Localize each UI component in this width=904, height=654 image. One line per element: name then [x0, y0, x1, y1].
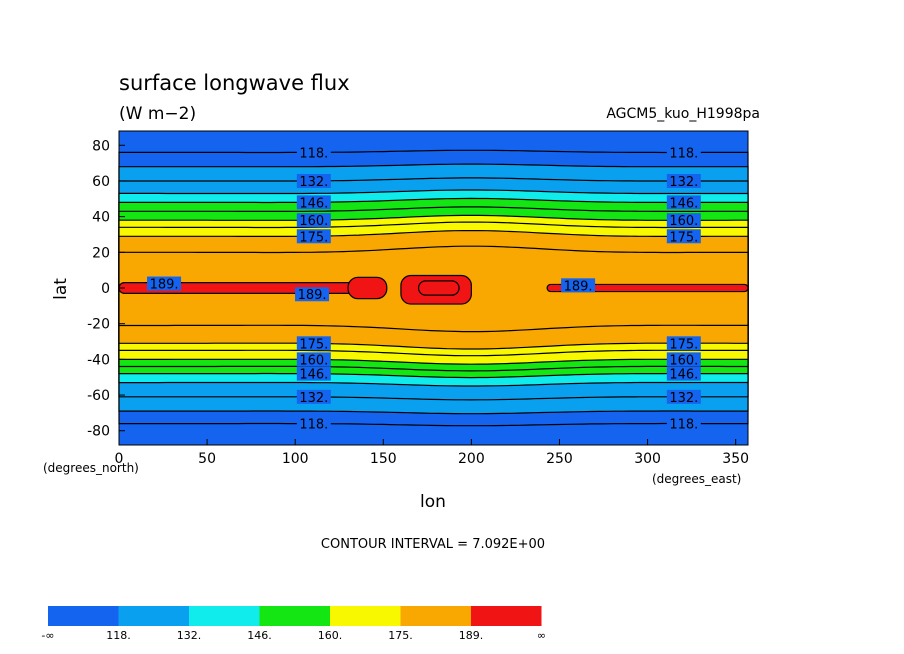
contour-label: 160. — [299, 353, 328, 368]
x-axis: 0 50 100 150 200 250 300 350 — [115, 439, 749, 467]
colorbar-swatch — [400, 606, 471, 626]
contour-label-bg — [561, 278, 596, 293]
contour-label-bg — [296, 336, 331, 351]
x-tick-label: 250 — [546, 451, 573, 467]
contour-label-bg — [296, 416, 331, 431]
contour-label-bg — [296, 366, 331, 381]
contour-label: 118. — [669, 146, 698, 161]
contour-label: 160. — [669, 353, 698, 368]
colorbar-swatch — [471, 606, 542, 626]
contour-label: 132. — [669, 391, 698, 406]
contour-label: 189. — [150, 278, 179, 293]
contour-label-bg — [296, 145, 331, 160]
contour-label-bg — [296, 213, 331, 228]
contour-label: 175. — [669, 230, 698, 245]
x-tick-label: 0 — [115, 451, 124, 467]
contour-label: 132. — [299, 175, 328, 190]
contour-label-bg — [296, 389, 331, 404]
y-tick-label: 40 — [92, 210, 110, 226]
contour-label: 160. — [669, 214, 698, 229]
contour-label-bg — [666, 195, 701, 210]
contour-label: 175. — [299, 337, 328, 352]
contour-interval-text: CONTOUR INTERVAL = 7.092E+00 — [321, 537, 545, 552]
contour-region-1 — [347, 276, 388, 300]
y-axis: -80 -60 -40 -20 0 20 40 60 80 — [87, 138, 125, 440]
contour-label: 132. — [299, 391, 328, 406]
x-tick-label: 350 — [722, 451, 749, 467]
x-unit-label: (degrees_east) — [652, 472, 741, 486]
contour-label-bg — [666, 389, 701, 404]
colorbar: -∞ 118. 132. 146. 160. 175. 189. ∞ — [41, 606, 546, 642]
y-tick-label: 20 — [92, 245, 110, 261]
x-tick-label: 150 — [370, 451, 397, 467]
y-tick-label: -60 — [87, 388, 110, 404]
plot-area: 118. 118.132. 132.146. 146.160. 160.175. 175.… — [118, 130, 749, 446]
x-axis-label: lon — [420, 492, 446, 512]
y-tick-label: 60 — [92, 174, 110, 190]
contour-label-bg — [296, 195, 331, 210]
y-tick-label: -80 — [87, 424, 110, 440]
contour-label: 118. — [299, 418, 328, 433]
colorbar-label: 132. — [177, 629, 202, 642]
model-label: AGCM5_kuo_H1998pa — [606, 106, 760, 122]
colorbar-swatch — [48, 606, 119, 626]
contour-label: 118. — [299, 146, 328, 161]
colorbar-label: 146. — [247, 629, 272, 642]
contour-label-bg — [296, 229, 331, 244]
contour-label: 175. — [669, 337, 698, 352]
y-tick-label: 0 — [101, 281, 110, 297]
y-tick-label: -20 — [87, 317, 110, 333]
contour-label-bg — [666, 145, 701, 160]
y-unit-label: (degrees_north) — [43, 461, 139, 475]
colorbar-swatch — [259, 606, 330, 626]
contour-label: 189. — [298, 288, 327, 303]
contour-label: 118. — [669, 418, 698, 433]
chart-units: (W m−2) — [119, 104, 196, 124]
contour-label-bg — [147, 276, 182, 291]
contour-label-bg — [666, 352, 701, 367]
y-tick-label: 80 — [92, 138, 110, 154]
colorbar-label: ∞ — [537, 629, 546, 642]
colorbar-swatch — [330, 606, 401, 626]
chart-title: surface longwave flux — [119, 71, 350, 95]
colorbar-label: -∞ — [41, 629, 54, 642]
colorbar-swatch — [118, 606, 189, 626]
contour-label: 175. — [299, 230, 328, 245]
contour-label-bg — [666, 366, 701, 381]
x-tick-label: 300 — [634, 451, 661, 467]
contour-label-bg — [666, 213, 701, 228]
contour-label: 160. — [299, 214, 328, 229]
contour-label: 132. — [669, 175, 698, 190]
y-tick-label: -40 — [87, 352, 110, 368]
contour-label: 146. — [669, 368, 698, 383]
contour-label: 189. — [564, 279, 593, 294]
contour-label-bg — [666, 229, 701, 244]
contour-region-3 — [417, 280, 460, 296]
x-tick-label: 50 — [198, 451, 216, 467]
contour-label: 146. — [299, 368, 328, 383]
contour-label-bg — [666, 173, 701, 188]
colorbar-label: 189. — [459, 629, 484, 642]
x-tick-label: 200 — [458, 451, 485, 467]
colorbar-label: 118. — [106, 629, 131, 642]
colorbar-swatch — [189, 606, 260, 626]
contour-label: 146. — [669, 196, 698, 211]
contour-label: 146. — [299, 196, 328, 211]
contour-label-bg — [295, 287, 330, 302]
colorbar-label: 175. — [388, 629, 413, 642]
colorbar-label: 160. — [318, 629, 343, 642]
contour-label-bg — [666, 416, 701, 431]
contour-label-bg — [296, 352, 331, 367]
contour-label-bg — [666, 336, 701, 351]
contour-label-bg — [296, 173, 331, 188]
y-axis-label: lat — [51, 278, 71, 300]
x-tick-label: 100 — [282, 451, 309, 467]
